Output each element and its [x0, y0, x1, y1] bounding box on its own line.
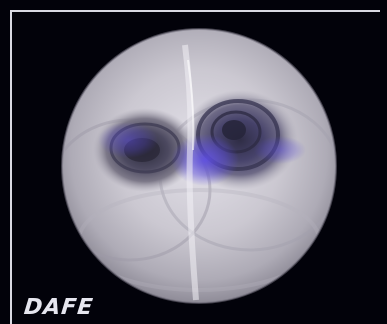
frame-border-left — [10, 10, 12, 324]
blue-tinted-region — [171, 134, 239, 186]
frame-border-top — [10, 10, 380, 12]
dafe-logo: DAFE — [22, 295, 95, 320]
carina-ridge — [182, 44, 199, 301]
